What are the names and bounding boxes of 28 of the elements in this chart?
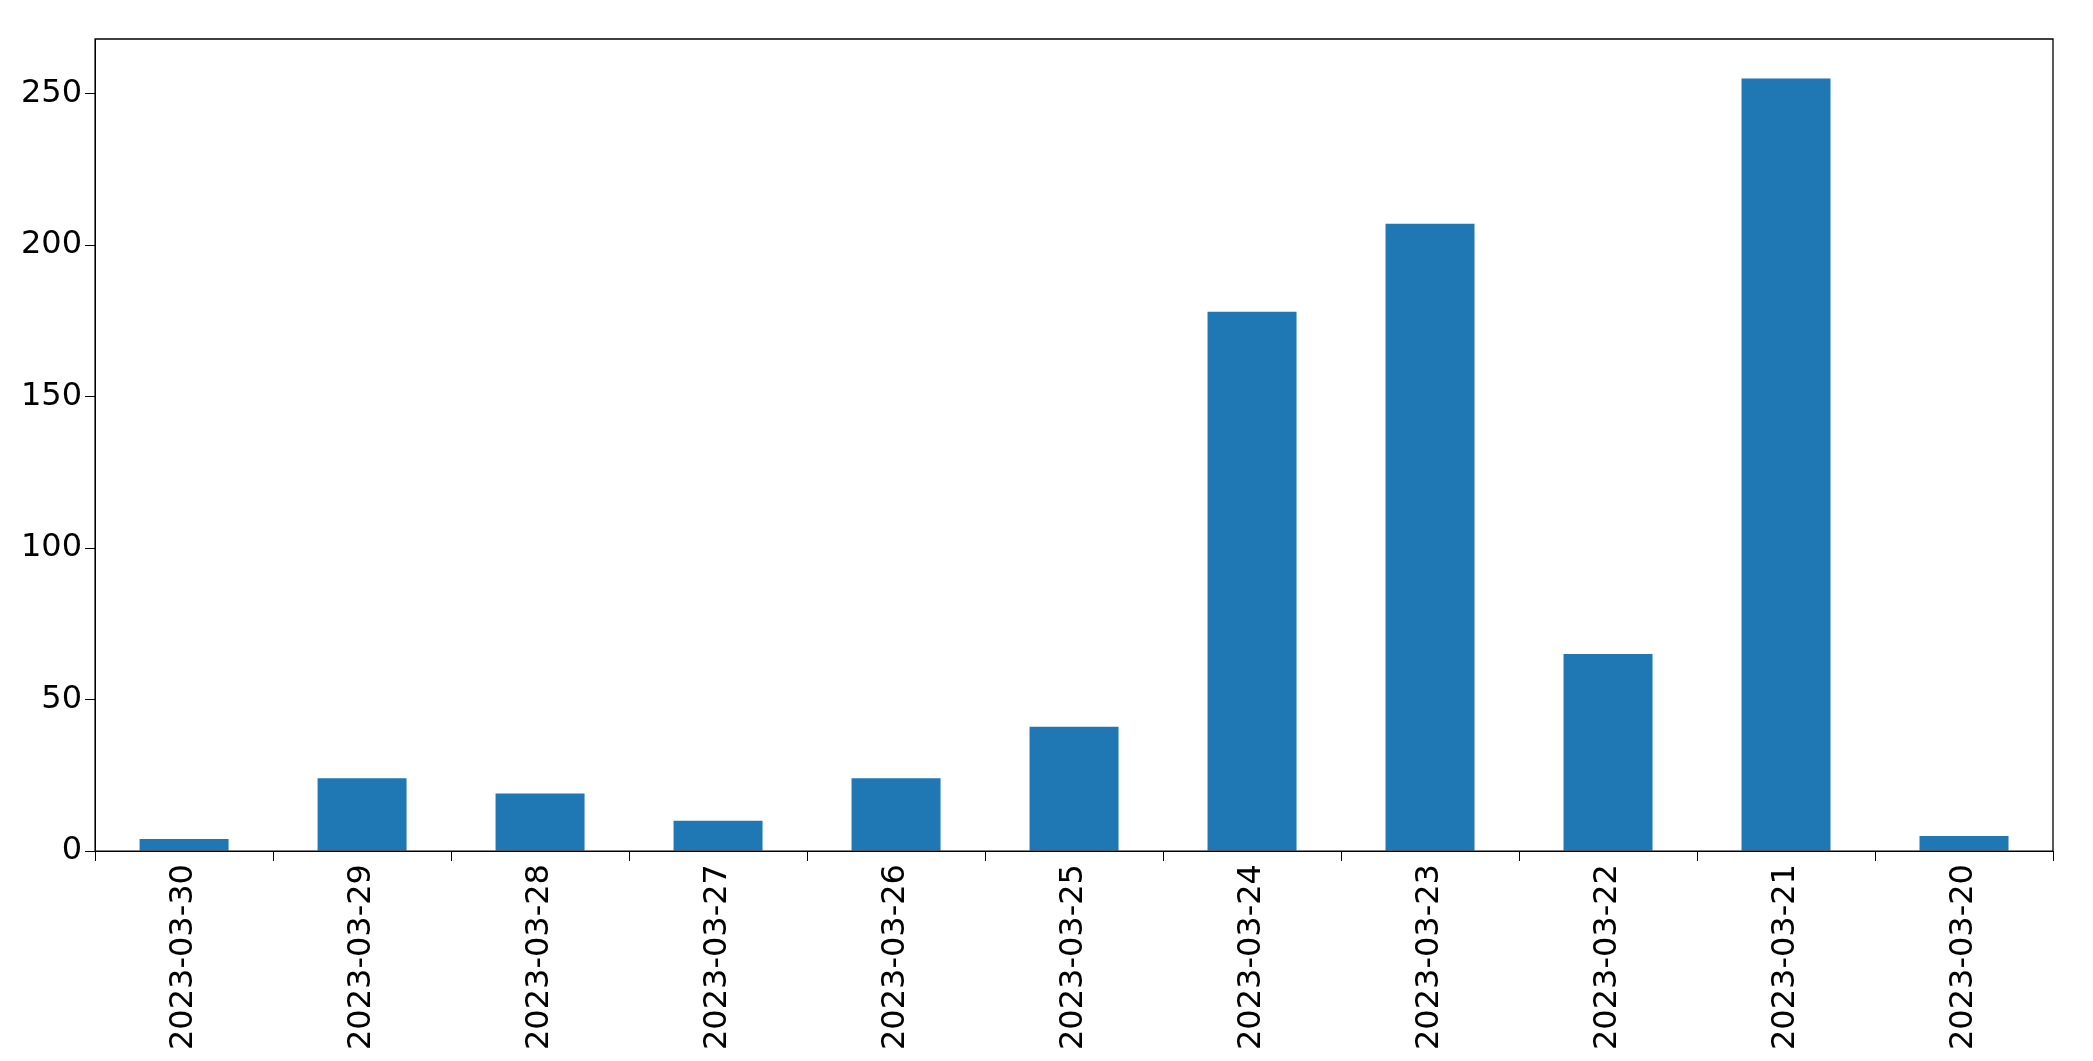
x-tick-label: 2023-03-26 xyxy=(874,864,913,1050)
bar xyxy=(317,778,407,851)
bar xyxy=(495,793,585,851)
y-tick-label: 150 xyxy=(21,374,83,413)
y-tick-label: 200 xyxy=(21,223,83,262)
y-tick-label: 0 xyxy=(61,829,83,868)
y-tick-label: 100 xyxy=(21,526,83,565)
x-tick-label: 2023-03-22 xyxy=(1586,864,1625,1050)
x-tick-label: 2023-03-29 xyxy=(340,864,379,1050)
x-tick-label: 2023-03-28 xyxy=(518,864,557,1050)
bar xyxy=(851,778,941,851)
x-tick-label: 2023-03-30 xyxy=(162,864,201,1050)
x-tick-label: 2023-03-25 xyxy=(1052,864,1091,1050)
x-tick-label: 2023-03-23 xyxy=(1408,864,1447,1050)
bar xyxy=(139,838,229,851)
x-tick-label: 2023-03-20 xyxy=(1942,864,1981,1050)
y-tick-label: 250 xyxy=(21,71,83,110)
bar xyxy=(1741,78,1831,851)
x-tick-label: 2023-03-24 xyxy=(1230,864,1269,1050)
bar xyxy=(673,820,763,851)
bar xyxy=(1919,835,2009,851)
x-tick-label: 2023-03-21 xyxy=(1764,864,1803,1050)
bar xyxy=(1563,654,1653,851)
y-tick-label: 50 xyxy=(41,677,83,716)
bar xyxy=(1385,223,1475,851)
bar xyxy=(1207,311,1297,851)
bar xyxy=(1029,726,1119,851)
x-tick-label: 2023-03-27 xyxy=(696,864,735,1050)
